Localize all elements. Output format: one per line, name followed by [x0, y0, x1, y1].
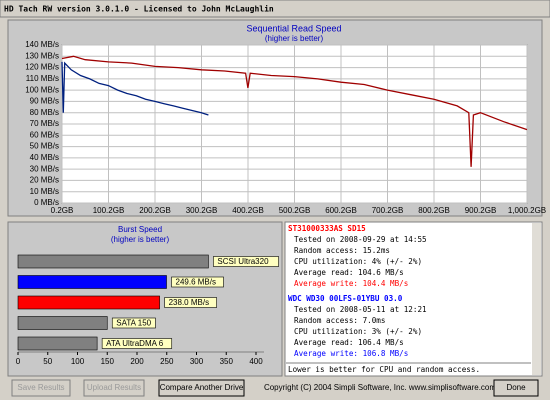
- label-box: [111, 317, 156, 329]
- x-tick-label: 400.2GB: [232, 206, 264, 215]
- bar: [17, 275, 167, 289]
- y-tick-label: 120 MB/s: [25, 63, 59, 72]
- scrollbar[interactable]: [532, 223, 541, 375]
- y-tick-label: 110 MB/s: [26, 74, 59, 83]
- bar: [17, 316, 108, 330]
- button-label: Save Results: [17, 383, 64, 392]
- x-tick-label: 100: [71, 357, 85, 366]
- compare-button[interactable]: Compare Another Drive: [158, 379, 245, 397]
- button-label: Done: [506, 383, 526, 392]
- done-button[interactable]: Done: [493, 379, 539, 397]
- drive-write: Average write: 106.8 MB/s: [294, 349, 408, 358]
- window-title: HD Tach RW version 3.0.1.0 - Licensed to…: [4, 4, 274, 14]
- chart-subtitle: (higher is better): [111, 235, 170, 244]
- button-frame: [83, 379, 145, 397]
- drive-read: Average read: 104.6 MB/s: [294, 268, 404, 277]
- drive-write: Average write: 104.4 MB/s: [294, 279, 408, 288]
- x-tick-label: 300: [190, 357, 204, 366]
- y-tick-label: 50 MB/s: [30, 142, 59, 151]
- info-note: Lower is better for CPU and random acces…: [288, 365, 480, 374]
- chart-title: Burst Speed: [118, 225, 162, 234]
- bar-label: ATA UltraDMA 6: [106, 339, 164, 348]
- drive-access: Random access: 7.0ms: [294, 316, 385, 325]
- x-tick-label: 800.2GB: [418, 206, 450, 215]
- x-tick-label: 900.2GB: [465, 206, 497, 215]
- speed-line: [61, 61, 209, 116]
- value-label: 249.6 MB/s: [176, 278, 216, 287]
- y-tick-label: 20 MB/s: [30, 176, 59, 185]
- x-tick-label: 350: [220, 357, 234, 366]
- drive-name: ST31000333AS SD15: [288, 224, 366, 233]
- y-tick-label: 10 MB/s: [30, 187, 59, 196]
- button-label: Compare Another Drive: [160, 383, 244, 392]
- bar: [17, 295, 160, 310]
- button-frame: [11, 379, 71, 397]
- copyright: Copyright (C) 2004 Simpli Software, Inc.…: [264, 383, 496, 392]
- y-tick-label: 30 MB/s: [30, 164, 59, 173]
- drive-cpu: CPU utilization: 4% (+/- 2%): [294, 257, 422, 266]
- x-tick-label: 700.2GB: [372, 206, 404, 215]
- label-box: [101, 338, 173, 349]
- y-tick-label: 140 MB/s: [25, 40, 59, 49]
- title-bar: [0, 0, 550, 18]
- y-tick-label: 40 MB/s: [30, 153, 59, 162]
- x-tick-label: 600.2GB: [325, 206, 357, 215]
- x-tick-label: 100.2GB: [93, 206, 125, 215]
- x-tick-label: 1,000.2GB: [508, 206, 546, 215]
- y-tick-label: 130 MB/s: [25, 51, 59, 60]
- x-tick-label: 250: [160, 357, 174, 366]
- x-tick-label: 500.2GB: [279, 206, 311, 215]
- y-tick-label: 80 MB/s: [30, 108, 59, 117]
- value-label: 238.0 MB/s: [169, 298, 209, 307]
- upload-button[interactable]: Upload Results: [83, 379, 145, 397]
- chart-subtitle: (higher is better): [265, 34, 324, 43]
- drive-read: Average read: 106.4 MB/s: [294, 338, 404, 347]
- bar: [17, 254, 209, 269]
- y-tick-label: 60 MB/s: [30, 130, 59, 139]
- x-tick-label: 300.2GB: [186, 206, 218, 215]
- label-box: [213, 256, 279, 267]
- bar-label: SCSI Ultra320: [217, 257, 269, 266]
- x-tick-label: 400: [249, 357, 263, 366]
- chart-title: Sequential Read Speed: [246, 23, 341, 33]
- drive-tested: Tested on 2008-05-11 at 12:21: [294, 305, 427, 314]
- button-frame: [493, 379, 539, 397]
- drive-cpu: CPU utilization: 3% (+/- 2%): [294, 327, 422, 336]
- y-tick-label: 70 MB/s: [30, 119, 59, 128]
- y-tick-label: 100 MB/s: [25, 85, 59, 94]
- bar: [17, 336, 98, 351]
- button-label: Upload Results: [87, 383, 141, 392]
- y-tick-label: 0 MB/s: [34, 198, 59, 207]
- label-box: [164, 297, 217, 308]
- y-tick-label: 90 MB/s: [30, 97, 59, 106]
- x-tick-label: 200: [130, 357, 144, 366]
- x-tick-label: 50: [43, 357, 52, 366]
- x-tick-label: 0: [16, 357, 21, 366]
- speed-line: [61, 55, 528, 167]
- bar-label: SATA 150: [116, 319, 151, 328]
- label-box: [171, 276, 224, 288]
- x-tick-label: 200.2GB: [139, 206, 171, 215]
- drive-tested: Tested on 2008-09-29 at 14:55: [294, 235, 427, 244]
- x-tick-label: 0.2GB: [51, 206, 74, 215]
- drive-access: Random access: 15.2ms: [294, 246, 390, 255]
- button-frame: [158, 379, 245, 397]
- drive-name: WDC WD30 00LFS-01YBU 03.0: [288, 294, 403, 303]
- save-button[interactable]: Save Results: [11, 379, 71, 397]
- x-tick-label: 150: [101, 357, 115, 366]
- info-panel: [284, 221, 543, 377]
